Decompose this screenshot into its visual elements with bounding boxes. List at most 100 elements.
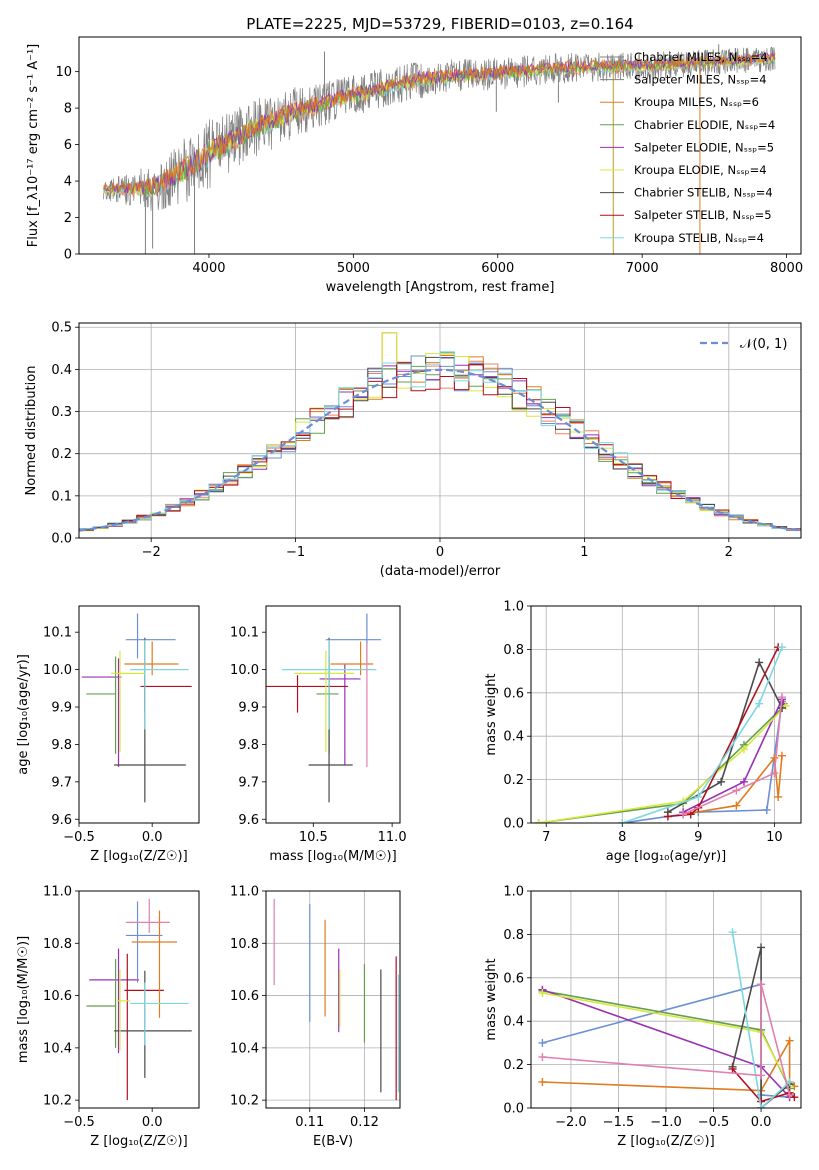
spectrum-model-line [103, 52, 776, 194]
axes-frame [265, 890, 401, 1109]
panel-spectrum: 4000 5000 6000 7000 8000 0 2 4 6 8 10 wavelength [A… [26, 36, 803, 295]
weight-marker [739, 745, 748, 754]
panel-residuals: −2 −1 0 1 2 0.0 0.1 0.2 0.3 0.4 0.5 (data-model)/er… [24, 321, 802, 579]
y-tick-label: 8 [64, 102, 72, 117]
histogram-series [79, 362, 801, 530]
weight-marker [679, 810, 688, 819]
y-tick-label: 9.9 [238, 701, 259, 716]
errorbar-point [131, 910, 178, 1018]
weight-series-line [667, 646, 779, 818]
x-tick-label: −1.0 [650, 1115, 682, 1130]
figure-title: PLATE=2225, MJD=53729, FIBERID=0103, z=0… [246, 15, 633, 33]
x-tick-label: −1.5 [603, 1115, 635, 1130]
legend-label: Salpeter MILES, Nₛₛₚ=4 [634, 73, 767, 87]
weight-marker [777, 751, 786, 760]
plot-area [79, 332, 801, 532]
plot-area [266, 613, 382, 803]
y-tick-label: 10.4 [43, 1041, 72, 1056]
y-tick-label: 10.4 [230, 1041, 259, 1056]
y-tick-label: 10.2 [230, 1094, 259, 1109]
y-axis-label: Flux [f_λ10⁻¹⁷ erg cm⁻² s⁻¹ A⁻¹] [26, 44, 41, 248]
weight-marker [785, 1036, 794, 1045]
weight-marker [762, 805, 771, 814]
weight-marker [785, 1090, 794, 1099]
weight-marker [757, 1104, 766, 1108]
x-tick-label: 1 [580, 545, 588, 560]
y-tick-label: 0.6 [503, 971, 524, 986]
y-tick-label: 0.1 [51, 489, 72, 504]
x-tick-label: −2 [142, 545, 161, 560]
weight-series-line [682, 697, 785, 813]
legend-label: Salpeter ELODIE, Nₛₛₚ=5 [634, 140, 774, 154]
weight-marker [757, 943, 766, 952]
errorbar-point [86, 656, 117, 754]
x-axis-label: age [log₁₀(age/yr)] [606, 849, 727, 864]
legend-label: Kroupa MILES, Nₛₛₚ=6 [634, 95, 759, 109]
weight-marker [732, 801, 741, 810]
y-tick-label: 0.2 [503, 1058, 524, 1073]
x-tick-label: 0.0 [142, 830, 163, 845]
errorbar-point [130, 639, 189, 730]
normal-curve [79, 368, 801, 532]
weight-marker [790, 1093, 799, 1102]
x-axis-label: wavelength [Angstrom, rest frame] [326, 280, 555, 295]
errorbar-point [316, 656, 339, 754]
x-axis-label: E(B-V) [313, 1134, 353, 1149]
weight-series-line [542, 984, 791, 1096]
x-tick-label: −2.0 [555, 1115, 587, 1130]
x-tick-label: −1 [286, 545, 305, 560]
y-axis-label: mass [log₁₀(M/M☉)] [16, 936, 31, 1063]
weight-marker [538, 1053, 547, 1062]
y-tick-label: 9.6 [238, 813, 259, 828]
errorbar-point [124, 953, 164, 1101]
y-tick-label: 0.2 [51, 447, 72, 462]
axes-frame [78, 890, 200, 1109]
legend-label: Chabrier MILES, Nₛₛₚ=4 [634, 50, 768, 64]
y-tick-label: 9.7 [51, 775, 72, 790]
errorbar-point [266, 675, 348, 713]
weight-series-line [538, 705, 787, 823]
weight-marker [770, 753, 779, 762]
errorbar-point [281, 639, 377, 730]
errorbar-point [117, 969, 131, 1051]
axes-frame [265, 605, 401, 824]
legend-label: Chabrier STELIB, Nₛₛₚ=4 [634, 186, 773, 200]
weight-marker [618, 819, 627, 823]
y-tick-label: 0.4 [503, 730, 524, 745]
weight-marker [755, 658, 764, 667]
y-tick-label: 0.6 [503, 686, 524, 701]
weight-series-line [731, 932, 791, 1108]
axes-frame [530, 890, 802, 1109]
y-tick-label: 0.4 [503, 1015, 524, 1030]
weight-marker [757, 980, 766, 989]
y-tick-label: 0.0 [51, 532, 72, 547]
errorbar-point [86, 958, 117, 1048]
plot-area [86, 898, 192, 1101]
x-tick-label: 0.0 [142, 1115, 163, 1130]
y-tick-label: 11.0 [230, 885, 259, 900]
y-tick-label: 0.8 [503, 928, 524, 943]
y-tick-label: 11.0 [43, 885, 72, 900]
panel-mass_weight_vs_age: 7 8 9 10 0.0 0.2 0.4 0.6 0.8 1.0 age [log₁₀(age/yr… [484, 600, 802, 864]
y-tick-label: 10.6 [43, 989, 72, 1004]
y-tick-label: 10.6 [230, 989, 259, 1004]
weight-marker [777, 703, 786, 712]
y-tick-label: 0.5 [51, 321, 72, 336]
x-tick-label: 0.11 [295, 1115, 324, 1130]
x-tick-label: 7 [542, 830, 550, 845]
errorbar-point [111, 650, 145, 752]
errorbar-point [140, 675, 192, 713]
weight-marker [732, 786, 741, 795]
legend-label: 𝒩(0, 1) [740, 337, 787, 352]
y-tick-label: 10.8 [43, 937, 72, 952]
y-tick-label: 10 [55, 65, 72, 80]
y-axis-label: mass weight [484, 673, 499, 755]
panel-mass_weight_vs_Z: −2.0 −1.5 −1.0 −0.5 0.0 0.0 0.2 0.4 0.6 0.8 1.0 Z [… [484, 885, 802, 1149]
errorbar-point [294, 650, 355, 752]
y-axis-label: age [log₁₀(age/yr)] [16, 654, 31, 775]
plot-area [538, 928, 799, 1108]
weight-marker [777, 643, 786, 652]
y-tick-label: 1.0 [503, 885, 524, 900]
legend-label: Kroupa STELIB, Nₛₛₚ=4 [634, 231, 764, 245]
